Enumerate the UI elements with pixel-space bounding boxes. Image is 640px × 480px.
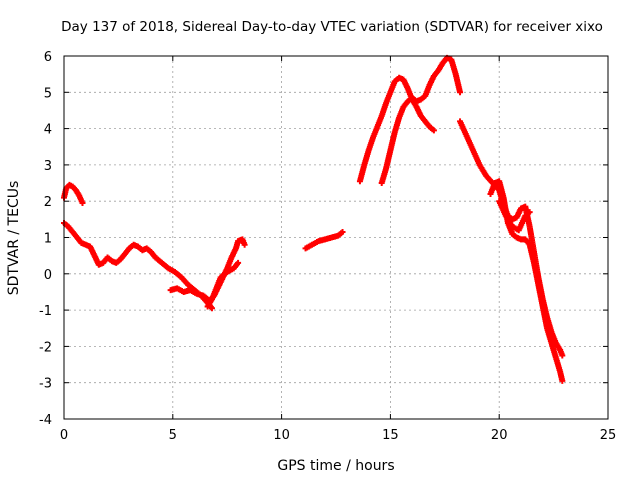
data-point <box>241 241 248 248</box>
x-tick-label: 25 <box>600 428 617 443</box>
x-tick-label: 10 <box>273 428 290 443</box>
data-layer <box>61 54 566 384</box>
x-tick-label: 20 <box>491 428 508 443</box>
x-tick-label: 0 <box>60 428 68 443</box>
data-point <box>457 89 464 96</box>
y-tick-label: 3 <box>44 159 52 174</box>
y-tick-label: 1 <box>44 232 52 247</box>
data-point <box>208 305 215 312</box>
grid-layer <box>64 56 608 419</box>
series-arc-4 <box>204 259 242 310</box>
x-tick-label: 5 <box>169 428 177 443</box>
y-tick-label: -1 <box>39 304 52 319</box>
y-axis-label: SDTVAR / TECUs <box>6 181 22 296</box>
y-tick-label: -3 <box>39 377 52 392</box>
y-tick-label: 2 <box>44 195 52 210</box>
y-tick-label: -4 <box>39 413 52 428</box>
data-point <box>235 259 242 266</box>
data-point <box>559 352 566 359</box>
y-tick-label: 5 <box>44 86 52 101</box>
series-arc-7 <box>378 54 464 187</box>
series-arc-2 <box>61 219 215 312</box>
series-arc-3 <box>167 236 248 305</box>
y-tick-label: 6 <box>44 50 52 65</box>
data-point <box>430 127 437 134</box>
tick-layer: 0 5 10 15 20 25 -4 -3 -2 -1 0 1 2 3 4 5 6 <box>39 50 616 443</box>
series-arc-10 <box>496 198 533 234</box>
series-arc-5 <box>302 229 346 252</box>
y-tick-label: 0 <box>44 268 52 283</box>
series-arc-1 <box>61 181 86 207</box>
x-axis-label: GPS time / hours <box>277 458 394 474</box>
data-point <box>79 200 86 207</box>
plot-frame <box>63 55 609 420</box>
data-point <box>339 229 346 236</box>
y-tick-label: -2 <box>39 340 52 355</box>
x-tick-label: 15 <box>382 428 399 443</box>
data-point <box>559 377 566 384</box>
data-point <box>526 209 533 216</box>
y-tick-label: 4 <box>44 123 52 138</box>
chart-title: Day 137 of 2018, Sidereal Day-to-day VTE… <box>61 19 603 35</box>
series-arc-8 <box>457 118 566 359</box>
